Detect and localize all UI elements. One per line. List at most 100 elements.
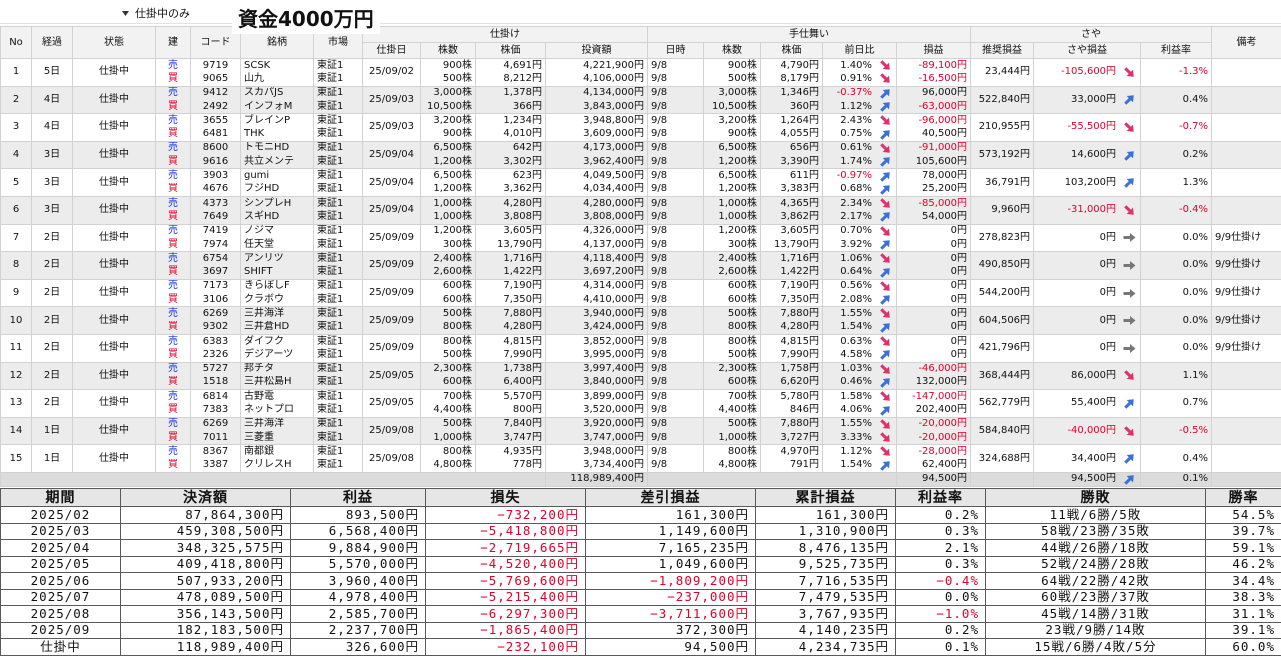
- cell: 9616: [191, 155, 241, 169]
- cell: 0円: [1034, 252, 1141, 280]
- cell: 778円: [476, 459, 546, 473]
- cell: 売: [156, 417, 191, 431]
- cell: 売: [156, 114, 191, 128]
- trend-arrow: [1122, 67, 1137, 78]
- cell: 1,346円: [761, 86, 823, 100]
- cell: 三菱重: [241, 431, 314, 445]
- cell: 13: [1, 390, 32, 418]
- value: -55,500円: [1067, 121, 1116, 133]
- trend-arrow: [878, 308, 893, 319]
- cell-content: 103,200円: [1037, 177, 1137, 189]
- cell: 6754: [191, 252, 241, 266]
- cell: 600株: [421, 279, 476, 293]
- cell: −5,418,800円: [426, 523, 586, 540]
- cell: 買: [156, 265, 191, 279]
- cell-content: 4.06%: [826, 404, 893, 416]
- cell: 仕掛中: [73, 169, 156, 197]
- cell: 1,716円: [761, 252, 823, 266]
- cell-content: 1.40%: [826, 60, 893, 72]
- cell: −1,865,400円: [426, 622, 586, 639]
- cell: 2326: [191, 348, 241, 362]
- trend-arrow: [1124, 233, 1136, 242]
- cell: 買: [156, 183, 191, 197]
- cell: −6,297,300円: [426, 606, 586, 623]
- cell-content: 0.46%: [826, 376, 893, 388]
- cell: 東証1: [314, 403, 363, 417]
- trend-arrow: [878, 198, 893, 209]
- cell: 25/09/08: [363, 417, 421, 445]
- value: 0.63%: [840, 336, 872, 348]
- cell: 3387: [191, 459, 241, 473]
- cell: 31.1%: [1206, 606, 1281, 623]
- trend-icon: [1122, 343, 1137, 354]
- cell: 9/8: [648, 390, 704, 404]
- cell-content: -55,500円: [1037, 121, 1137, 133]
- cell: 500株: [421, 417, 476, 431]
- cell: 東証1: [314, 417, 363, 431]
- column-header: 決済額: [121, 489, 291, 507]
- cell: 仕掛中: [1, 639, 121, 656]
- cell: 4,140,235円: [756, 622, 896, 639]
- cell: 買: [156, 72, 191, 86]
- cell: 三井松島H: [241, 376, 314, 390]
- cell: 売: [156, 390, 191, 404]
- value: 1.40%: [840, 60, 872, 72]
- cell: [1212, 445, 1281, 473]
- cell: 372,300円: [586, 622, 756, 639]
- cell: −5,769,600円: [426, 573, 586, 590]
- trend-arrow: [1124, 289, 1136, 298]
- trend-arrow: [878, 364, 893, 375]
- value: 4.58%: [840, 349, 872, 361]
- cell: 1,049,600円: [586, 556, 756, 573]
- cell: 300株: [421, 238, 476, 252]
- column-header: 差引損益: [586, 489, 756, 507]
- cell-content: 14,600円: [1037, 149, 1137, 161]
- cell: 2.43%: [823, 114, 897, 128]
- trend-arrow: [878, 405, 893, 416]
- filter-dropdown[interactable]: 仕掛中のみ: [122, 5, 190, 21]
- trend-icon: [878, 143, 893, 154]
- cell: 東証1: [314, 114, 363, 128]
- cell: 1,738円: [476, 362, 546, 376]
- cell: 54,000円: [897, 210, 971, 224]
- column-header: 経過: [32, 27, 73, 59]
- cell: 7011: [191, 431, 241, 445]
- cell: 54.5%: [1206, 507, 1281, 524]
- cell: 1.3%: [1141, 169, 1212, 197]
- cell: 7974: [191, 238, 241, 252]
- cell: 1.55%: [823, 417, 897, 431]
- cell: 4,049,500円: [546, 169, 648, 183]
- trend-icon: [878, 115, 893, 126]
- cell: 3,840,000円: [546, 376, 648, 390]
- cell: [1, 472, 546, 486]
- cell: 売: [156, 141, 191, 155]
- value: 0円: [1100, 287, 1116, 299]
- cell: 1,200株: [704, 224, 761, 238]
- trend-arrow: [1122, 94, 1137, 105]
- cell: 仕掛中: [73, 417, 156, 445]
- cell: 4,935円: [476, 445, 546, 459]
- cell: [1212, 417, 1281, 445]
- cell: 7,880円: [761, 307, 823, 321]
- cell: [1212, 114, 1281, 142]
- cell: 9/8: [648, 224, 704, 238]
- cell: 3106: [191, 293, 241, 307]
- cell: 36,791円: [971, 169, 1034, 197]
- cell: 東証1: [314, 334, 363, 348]
- column-header: 損益: [897, 43, 971, 59]
- cell: 0.3%: [896, 523, 986, 540]
- cell: 3,727円: [761, 431, 823, 445]
- cell: 39.1%: [1206, 622, 1281, 639]
- cell: 522,840円: [971, 86, 1034, 114]
- cell: 2025/02: [1, 507, 121, 524]
- trend-arrow: [1124, 261, 1136, 270]
- value: 0.68%: [840, 183, 872, 195]
- cell: 買: [156, 127, 191, 141]
- cell: 7,479,535円: [756, 589, 896, 606]
- column-header: さや損益: [1034, 43, 1141, 59]
- cell: 10: [1, 307, 32, 335]
- cell: 900株: [421, 59, 476, 73]
- cell: -105,600円: [1034, 59, 1141, 87]
- cell: 348,325,575円: [121, 540, 291, 557]
